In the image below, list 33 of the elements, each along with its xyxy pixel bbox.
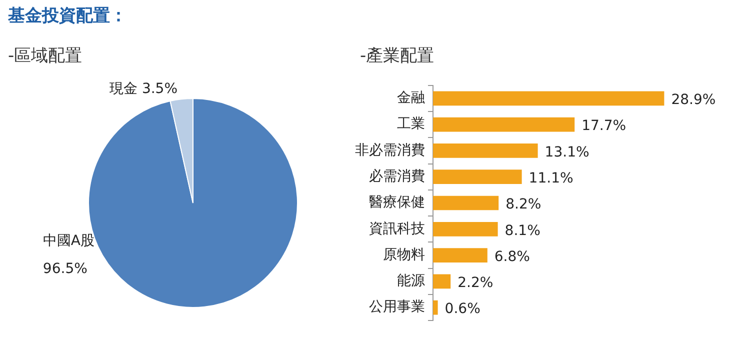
data-label: 2.2% (458, 275, 494, 292)
bar (433, 144, 538, 158)
y-tick-label: 醫療保健 (369, 194, 425, 211)
y-tick-label: 必需消費 (369, 168, 425, 185)
y-tick-label: 原物料 (383, 246, 425, 263)
y-tick-label: 資訊科技 (369, 220, 425, 237)
data-label: 96.5% (42, 260, 88, 277)
data-label: 17.7% (582, 118, 626, 134)
bar (433, 222, 498, 236)
chart-title: 基金投資配置： (8, 5, 127, 27)
y-tick-label: 非必需消費 (355, 142, 425, 158)
bar (433, 196, 499, 210)
bar (433, 300, 438, 315)
data-label: 28.9% (671, 92, 716, 108)
y-tick-label: 金融 (397, 90, 425, 106)
y-tick-label: 能源 (397, 273, 425, 290)
bar (433, 91, 664, 106)
chart-title: -產業配置 (360, 45, 436, 68)
bar (433, 248, 488, 262)
data-label: 11.1% (528, 170, 574, 187)
bar (433, 170, 522, 184)
slice-label: 中國A股 (42, 232, 94, 249)
data-label: 6.8% (494, 248, 530, 265)
bar (433, 117, 575, 132)
data-label: 8.2% (506, 196, 542, 213)
data-label: 8.1% (504, 222, 540, 239)
y-tick-label: 工業 (397, 116, 425, 132)
bar (433, 274, 451, 289)
data-label: 0.6% (444, 301, 480, 318)
y-tick-label: 公用事業 (369, 299, 425, 316)
chart-subtitle: -區域配置 (8, 45, 84, 68)
slice-label: 現金 3.5% (110, 80, 178, 97)
data-label: 13.1% (544, 144, 590, 160)
